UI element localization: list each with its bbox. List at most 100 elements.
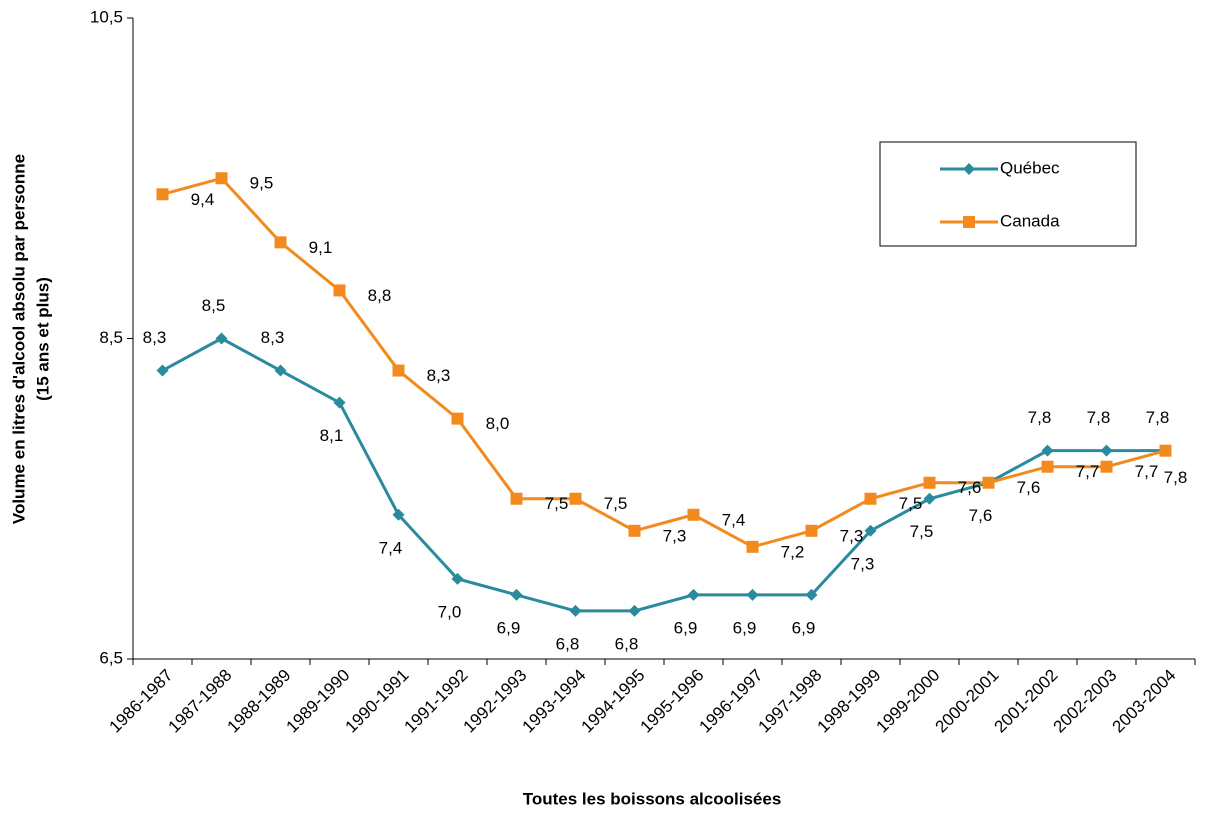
x-tick-label: 1994-1995 <box>578 666 649 737</box>
marker <box>451 412 464 425</box>
x-tick-label: 1999-2000 <box>873 666 944 737</box>
data-label: 7,6 <box>1017 478 1041 497</box>
data-label: 8,5 <box>202 296 226 315</box>
marker <box>687 508 700 521</box>
y-tick-label: 8,5 <box>99 328 123 347</box>
data-label: 7,4 <box>379 538 403 557</box>
x-tick-label: 2002-2003 <box>1050 666 1121 737</box>
data-label: 7,8 <box>1028 408 1052 427</box>
marker <box>569 492 582 505</box>
data-label: 6,9 <box>497 618 521 637</box>
marker <box>963 163 975 175</box>
y-tick-label: 6,5 <box>99 648 123 667</box>
marker <box>1100 444 1113 457</box>
marker <box>746 540 759 553</box>
x-tick-label: 1988-1989 <box>224 666 295 737</box>
x-tick-label: 2000-2001 <box>932 666 1003 737</box>
data-label: 6,9 <box>792 618 816 637</box>
data-label: 6,9 <box>733 618 757 637</box>
line <box>161 336 1166 613</box>
x-tick-label: 1992-1993 <box>460 666 531 737</box>
data-label: 6,9 <box>674 618 698 637</box>
y-tick-label: 10,5 <box>90 7 123 26</box>
marker <box>274 236 287 249</box>
data-label: 7,6 <box>958 478 982 497</box>
data-label: 7,3 <box>851 554 875 573</box>
marker <box>864 492 877 505</box>
marker <box>333 284 346 297</box>
marker <box>746 588 759 601</box>
x-tick-label: 1997-1998 <box>755 666 826 737</box>
data-label: 7,5 <box>910 522 934 541</box>
data-label: 7,2 <box>781 542 805 561</box>
marker <box>1041 460 1054 473</box>
marker <box>628 604 641 617</box>
x-tick-label: 1995-1996 <box>637 666 708 737</box>
data-label: 7,8 <box>1146 408 1170 427</box>
data-label: 9,1 <box>309 238 333 257</box>
marker <box>864 524 877 537</box>
legend-label: Québec <box>1000 158 1060 177</box>
marker <box>274 364 287 377</box>
line <box>162 176 1166 549</box>
data-label: 8,0 <box>486 414 510 433</box>
data-label: 7,3 <box>840 526 864 545</box>
marker <box>510 588 523 601</box>
marker <box>333 396 346 409</box>
data-label: 7,7 <box>1076 462 1100 481</box>
x-tick-label: 1986-1987 <box>106 666 177 737</box>
marker <box>982 476 995 489</box>
marker <box>1041 444 1054 457</box>
marker <box>451 572 464 585</box>
data-label: 9,4 <box>191 190 215 209</box>
data-label: 7,7 <box>1135 462 1159 481</box>
x-tick-label: 2003-2004 <box>1109 666 1180 737</box>
data-label: 7,4 <box>722 510 746 529</box>
data-label: 7,5 <box>899 494 923 513</box>
legend-label: Canada <box>1000 211 1060 230</box>
marker <box>923 476 936 489</box>
data-label: 9,5 <box>250 174 274 193</box>
x-tick-label: 2001-2002 <box>991 666 1062 737</box>
data-label: 7,8 <box>1164 468 1188 487</box>
marker <box>963 216 975 228</box>
data-label: 7,5 <box>545 494 569 513</box>
data-label: 8,3 <box>261 328 285 347</box>
y-axis-title: (15 ans et plus) <box>33 277 52 401</box>
data-label: 8,1 <box>320 426 344 445</box>
data-label: 8,3 <box>427 366 451 385</box>
marker <box>805 524 818 537</box>
marker <box>215 332 228 345</box>
marker <box>628 524 641 537</box>
data-label: 7,3 <box>663 526 687 545</box>
marker <box>1100 460 1113 473</box>
marker <box>392 508 405 521</box>
data-label: 8,8 <box>368 286 392 305</box>
data-label: 6,8 <box>556 634 580 653</box>
marker <box>687 588 700 601</box>
marker <box>215 172 228 185</box>
marker <box>156 188 169 201</box>
y-axis-title: Volume en litres d'alcool absolu par per… <box>9 154 28 524</box>
data-label: 8,3 <box>143 328 167 347</box>
x-tick-label: 1987-1988 <box>165 666 236 737</box>
x-tick-label: 1998-1999 <box>814 666 885 737</box>
x-tick-label: 1989-1990 <box>283 666 354 737</box>
data-label: 6,8 <box>615 634 639 653</box>
x-tick-label: 1993-1994 <box>519 666 590 737</box>
data-label: 7,5 <box>604 494 628 513</box>
marker <box>569 604 582 617</box>
marker <box>510 492 523 505</box>
x-tick-label: 1996-1997 <box>696 666 767 737</box>
marker <box>923 492 936 505</box>
marker <box>1159 444 1172 457</box>
marker <box>805 588 818 601</box>
marker <box>392 364 405 377</box>
x-tick-label: 1990-1991 <box>342 666 413 737</box>
legend <box>879 141 1137 247</box>
marker <box>156 364 169 377</box>
x-axis-title: Toutes les boissons alcoolisées <box>523 789 782 808</box>
data-label: 7,8 <box>1087 408 1111 427</box>
x-tick-label: 1991-1992 <box>401 666 472 737</box>
